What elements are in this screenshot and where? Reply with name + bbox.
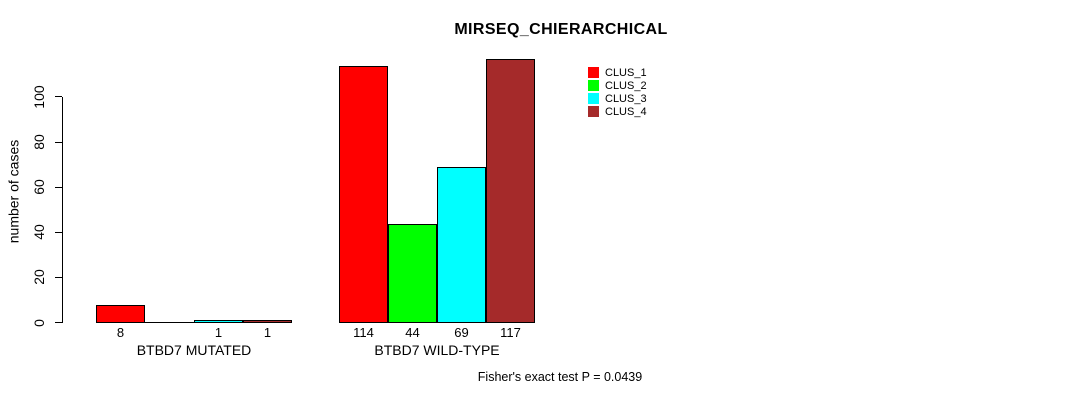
- y-tick-mark: [55, 141, 62, 143]
- y-tick-mark: [55, 231, 62, 233]
- y-tick-label: 60: [31, 179, 47, 195]
- bar-value-label: 114: [353, 325, 374, 340]
- footer-annotation: Fisher's exact test P = 0.0439: [477, 370, 643, 384]
- legend-label-clus_3: CLUS_3: [605, 93, 647, 106]
- bar-clus_3-group2: [437, 167, 486, 323]
- chart-title: MIRSEQ_CHIERARCHICAL: [454, 21, 668, 38]
- y-axis-title: number of cases: [5, 139, 22, 244]
- group-label-2: BTBD7 WILD-TYPE: [374, 342, 500, 358]
- legend-label-clus_1: CLUS_1: [605, 66, 647, 79]
- y-tick-label: 80: [31, 134, 47, 150]
- y-tick-mark: [55, 276, 62, 278]
- y-tick-label: 0: [31, 318, 47, 327]
- bar-clus_3-group1: [194, 320, 243, 323]
- bar-clus_4-group2: [486, 59, 535, 323]
- y-tick-mark: [55, 322, 62, 323]
- bar-clus_2-group1: [145, 322, 194, 323]
- bar-clus_4-group1: [243, 320, 292, 323]
- y-tick-mark: [55, 186, 62, 188]
- legend-swatch-clus_4: [588, 106, 599, 118]
- y-tick-mark: [55, 96, 62, 98]
- legend-label-clus_4: CLUS_4: [605, 106, 647, 119]
- y-tick-label: 40: [31, 224, 47, 241]
- bar-value-label: 1: [214, 325, 223, 340]
- y-tick-label: 20: [31, 269, 47, 286]
- bar-value-label: 8: [116, 325, 125, 340]
- bar-value-label: 117: [500, 325, 521, 340]
- legend-swatch-clus_1: [588, 66, 599, 78]
- y-tick-label: 100: [31, 85, 47, 109]
- group-label-1: BTBD7 MUTATED: [136, 342, 252, 358]
- legend-swatch-clus_3: [588, 93, 599, 105]
- y-axis-line: [62, 96, 63, 324]
- bar-clus_1-group1: [96, 305, 145, 323]
- bar-value-label: 1: [263, 325, 272, 340]
- bar-value-label: 44: [405, 325, 420, 340]
- bar-clus_1-group2: [339, 66, 388, 323]
- legend-label-clus_2: CLUS_2: [605, 79, 647, 92]
- bar-clus_2-group2: [388, 224, 437, 323]
- legend-swatch-clus_2: [588, 79, 599, 91]
- bar-value-label: 69: [454, 325, 469, 340]
